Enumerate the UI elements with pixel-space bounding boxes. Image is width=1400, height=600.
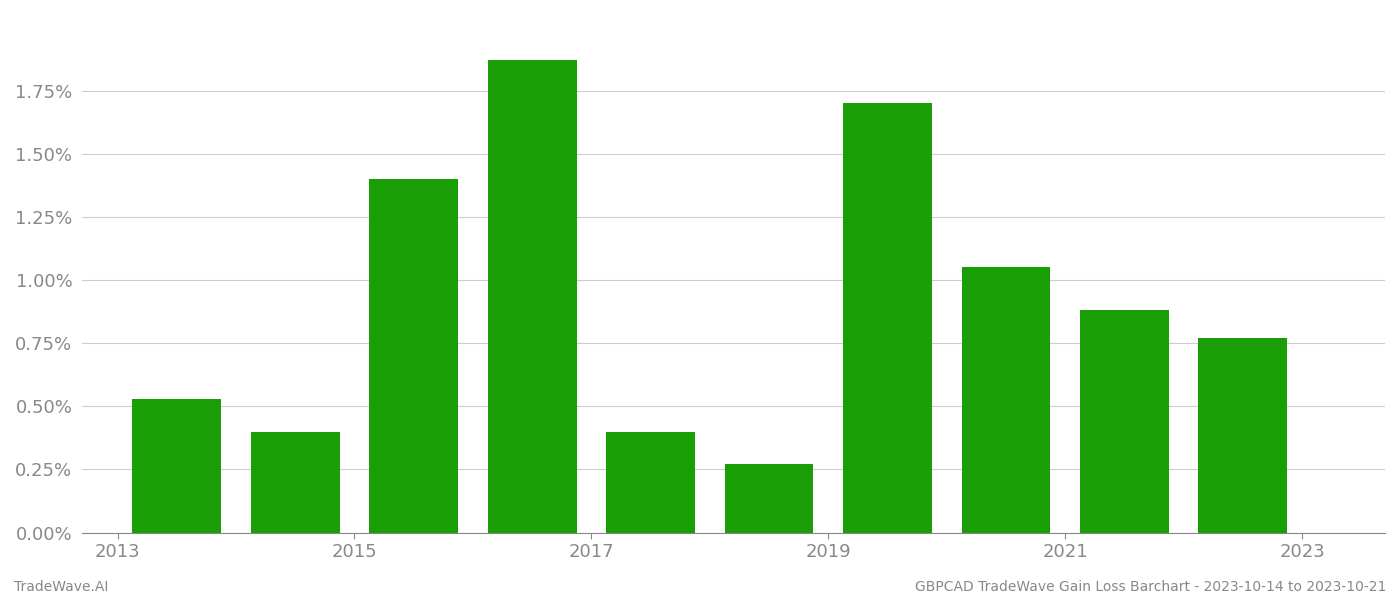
Bar: [725, 464, 813, 533]
Bar: [251, 431, 340, 533]
Bar: [606, 431, 694, 533]
Bar: [370, 179, 458, 533]
Text: TradeWave.AI: TradeWave.AI: [14, 580, 108, 594]
Bar: [843, 103, 932, 533]
Bar: [133, 399, 221, 533]
Bar: [1198, 338, 1287, 533]
Bar: [962, 268, 1050, 533]
Text: GBPCAD TradeWave Gain Loss Barchart - 2023-10-14 to 2023-10-21: GBPCAD TradeWave Gain Loss Barchart - 20…: [914, 580, 1386, 594]
Bar: [1079, 310, 1169, 533]
Bar: [487, 61, 577, 533]
